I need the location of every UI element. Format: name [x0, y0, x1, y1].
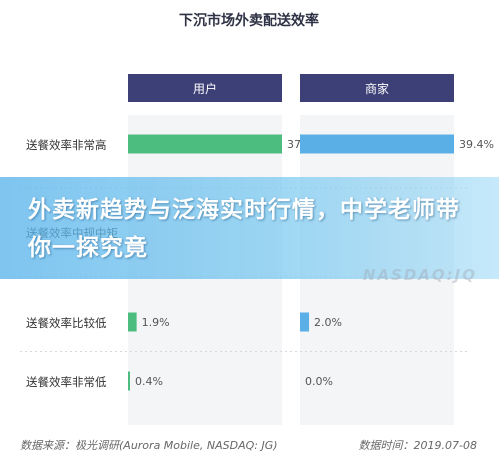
watermark-text: NASDAQ:JQ — [362, 266, 477, 284]
category-label-0: 送餐效率非常高 — [26, 138, 107, 152]
data-label-0-2: 1.9% — [142, 316, 170, 329]
footer-time: 数据时间：2019.07-08 — [359, 437, 477, 453]
footer-source: 数据来源：极光调研(Aurora Mobile, NASDAQ: JG) — [20, 437, 278, 453]
series-header-label-0: 用户 — [193, 81, 217, 96]
category-label-2: 送餐效率比较低 — [26, 316, 107, 330]
time-value: 2019.07-08 — [413, 439, 477, 452]
data-label-0-3: 0.4% — [135, 375, 163, 388]
data-label-1-3: 0.0% — [305, 375, 333, 388]
bar-1-2 — [300, 312, 310, 332]
series-header-bg-0 — [128, 74, 282, 102]
category-label-3: 送餐效率非常低 — [26, 375, 107, 389]
data-label-1-0: 39.4% — [459, 138, 494, 151]
chart-title: 下沉市场外卖配送效率 — [179, 12, 319, 29]
series-header-label-1: 商家 — [365, 81, 389, 96]
bar-0-3 — [128, 371, 130, 391]
source-value: 极光调研(Aurora Mobile, NASDAQ: JG) — [75, 439, 278, 452]
overlay-headline[interactable]: 外卖新趋势与泛海实时行情，中学老师带你一探究竟 — [28, 197, 460, 261]
series-header-bg-1 — [300, 74, 454, 102]
overlay-banner — [0, 177, 499, 279]
bar-0-0 — [128, 134, 282, 154]
bar-0-2 — [128, 312, 137, 332]
data-label-1-2: 2.0% — [314, 316, 342, 329]
source-label: 数据来源： — [20, 439, 75, 452]
time-label: 数据时间： — [358, 439, 414, 452]
bar-1-0 — [300, 134, 454, 154]
